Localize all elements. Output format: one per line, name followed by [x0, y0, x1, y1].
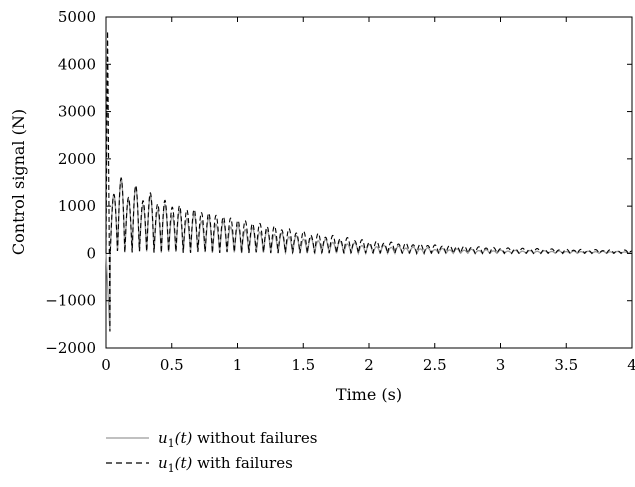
- plot-frame: [105, 16, 633, 349]
- legend-argument: (t): [175, 429, 193, 447]
- axes: 0 0.5 1 1.5 2 2.5 3 3.5 4 −2000 −1000 0 1000 2000 3000…: [45, 8, 635, 374]
- y-tick-label: 2000: [58, 150, 96, 168]
- y-tick-label: 3000: [58, 103, 96, 121]
- plot-area: [105, 16, 633, 349]
- y-tick-label: −2000: [45, 339, 96, 357]
- y-tick-label: 5000: [58, 8, 96, 26]
- legend-label: u1(t) without failures: [158, 429, 317, 450]
- legend-text: with failures: [192, 454, 292, 472]
- x-tick-label: 1: [233, 356, 243, 374]
- legend-label: u1(t) with failures: [158, 454, 293, 475]
- y-tick-label: 0: [86, 244, 96, 262]
- y-axis-title: Control signal (N): [9, 109, 28, 255]
- legend-argument: (t): [175, 454, 193, 472]
- legend-text: without failures: [192, 429, 317, 447]
- x-tick-label: 3.5: [554, 356, 578, 374]
- y-tick-label: −1000: [45, 292, 96, 310]
- legend-math-symbol: u: [158, 429, 168, 447]
- series-line-with-failures: [105, 31, 632, 332]
- x-tick-label: 2.5: [423, 356, 447, 374]
- legend-subscript: 1: [168, 437, 175, 450]
- x-tick-label: 0.5: [160, 356, 184, 374]
- series-line-without-failures: [105, 176, 632, 332]
- x-tick-label: 2: [364, 356, 374, 374]
- x-tick-label: 0: [101, 356, 111, 374]
- x-tick-label: 1.5: [291, 356, 315, 374]
- x-tick-label: 3: [496, 356, 506, 374]
- x-axis-title: Time (s): [336, 385, 402, 404]
- y-tick-label: 1000: [58, 197, 96, 215]
- legend-math-symbol: u: [158, 454, 168, 472]
- legend-subscript: 1: [168, 462, 175, 475]
- y-tick-label: 4000: [58, 55, 96, 73]
- x-tick-label: 4: [627, 356, 635, 374]
- series-layer: [105, 31, 632, 332]
